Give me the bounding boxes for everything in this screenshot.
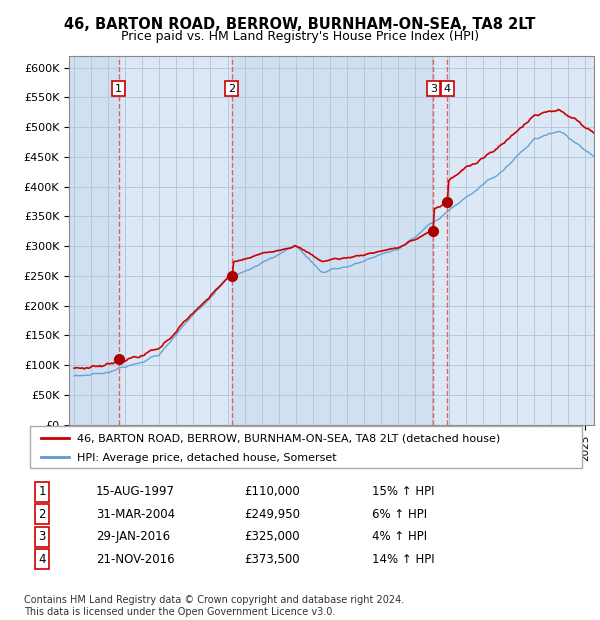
Text: 31-MAR-2004: 31-MAR-2004 [96,508,175,521]
Text: 46, BARTON ROAD, BERROW, BURNHAM-ON-SEA, TA8 2LT: 46, BARTON ROAD, BERROW, BURNHAM-ON-SEA,… [64,17,536,32]
Text: 4: 4 [444,84,451,94]
Bar [69,56,119,425]
Text: 2: 2 [38,508,46,521]
Text: £249,950: £249,950 [244,508,300,521]
Text: 1: 1 [38,485,46,498]
Text: 2: 2 [228,84,235,94]
Text: Contains HM Land Registry data © Crown copyright and database right 2024.
This d: Contains HM Land Registry data © Crown c… [24,595,404,617]
Text: 15-AUG-1997: 15-AUG-1997 [96,485,175,498]
Text: 3: 3 [430,84,437,94]
Text: 21-NOV-2016: 21-NOV-2016 [96,552,175,565]
Text: 1: 1 [115,84,122,94]
Text: £325,000: £325,000 [244,530,300,543]
Text: 46, BARTON ROAD, BERROW, BURNHAM-ON-SEA, TA8 2LT (detached house): 46, BARTON ROAD, BERROW, BURNHAM-ON-SEA,… [77,433,500,443]
Bar [232,56,433,425]
Text: £110,000: £110,000 [244,485,300,498]
Text: 15% ↑ HPI: 15% ↑ HPI [372,485,434,498]
Text: 14% ↑ HPI: 14% ↑ HPI [372,552,434,565]
FancyBboxPatch shape [30,426,582,468]
Text: HPI: Average price, detached house, Somerset: HPI: Average price, detached house, Some… [77,453,337,463]
Text: 4% ↑ HPI: 4% ↑ HPI [372,530,427,543]
Text: Price paid vs. HM Land Registry's House Price Index (HPI): Price paid vs. HM Land Registry's House … [121,30,479,43]
Text: £373,500: £373,500 [244,552,300,565]
Text: 6% ↑ HPI: 6% ↑ HPI [372,508,427,521]
Text: 4: 4 [38,552,46,565]
Text: 3: 3 [38,530,46,543]
Text: 29-JAN-2016: 29-JAN-2016 [96,530,170,543]
